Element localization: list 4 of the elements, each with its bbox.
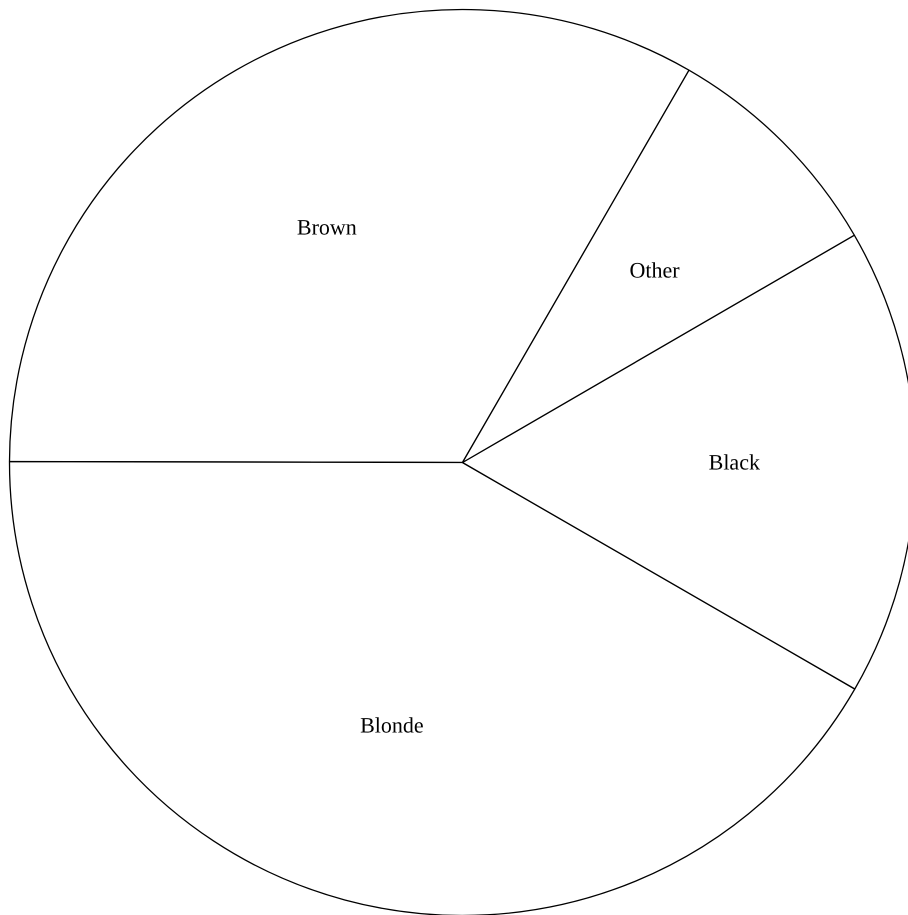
- slice-label: Other: [629, 258, 680, 283]
- slice-label: Brown: [296, 214, 357, 240]
- slice-label: Blonde: [360, 712, 424, 738]
- slice-label: Black: [708, 450, 760, 475]
